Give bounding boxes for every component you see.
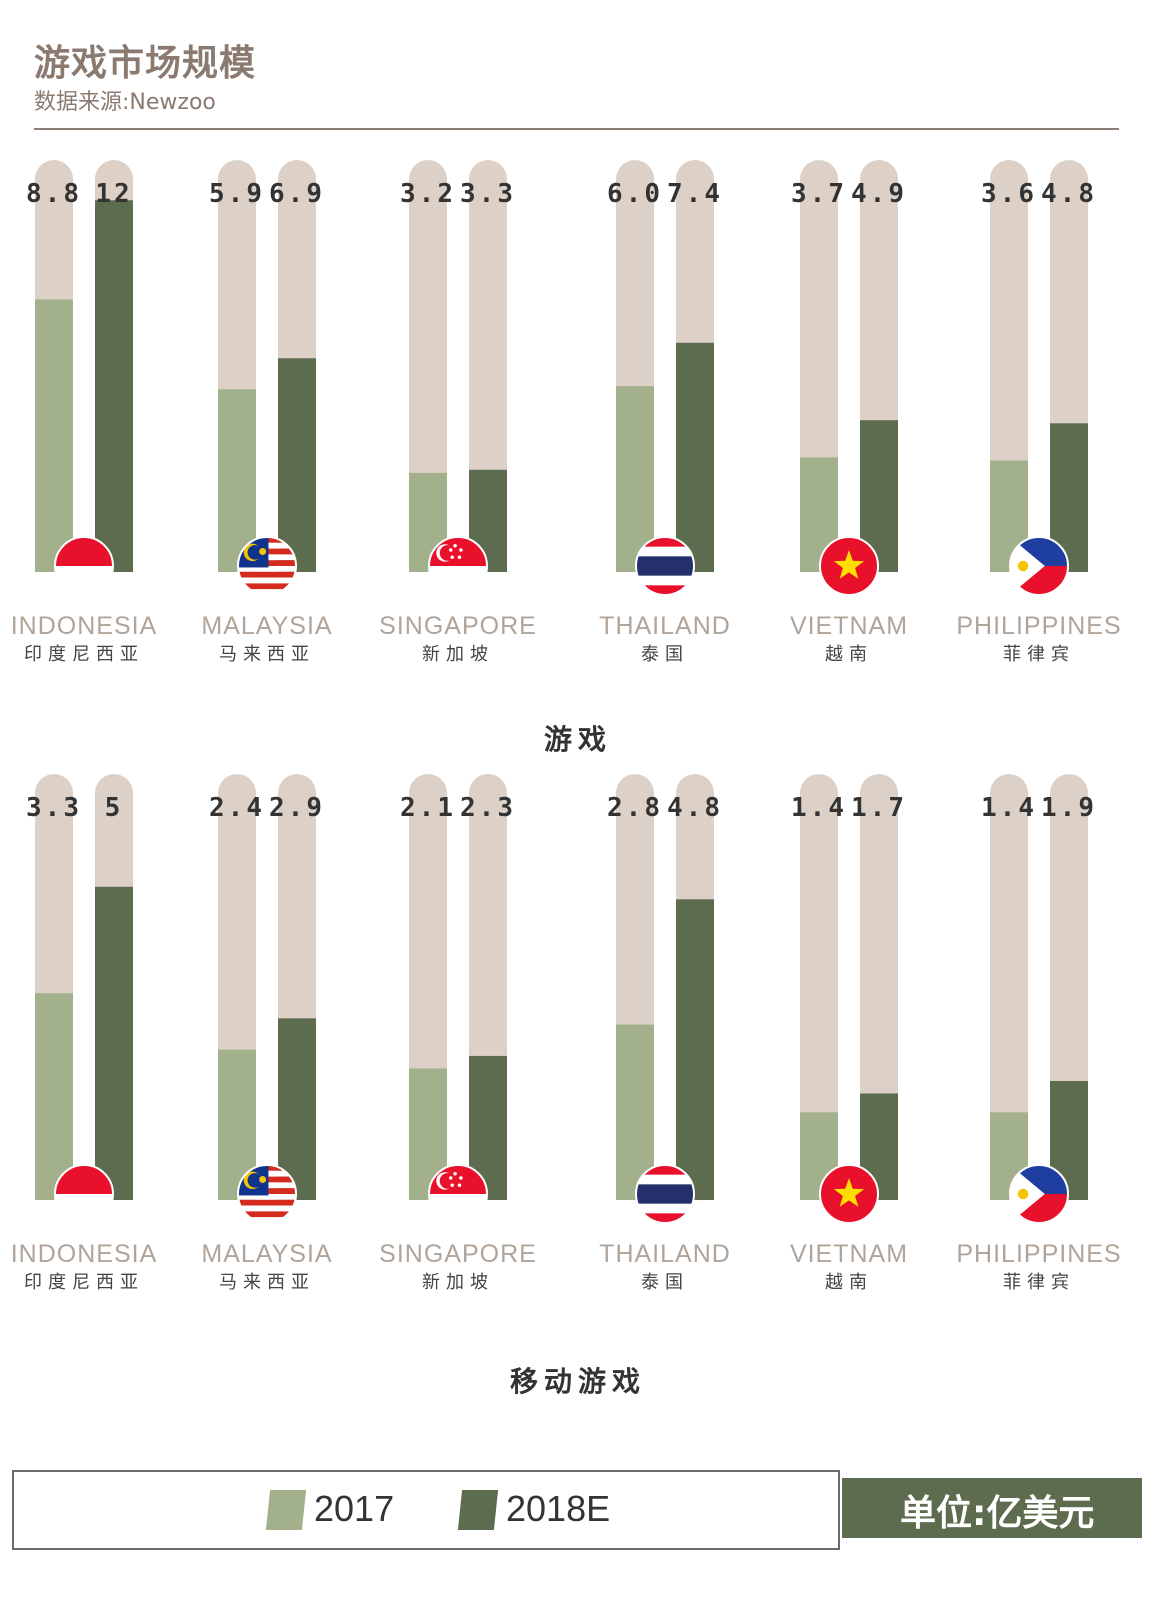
data-label: 3.2 [400,179,456,209]
data-label: 3.6 [981,179,1037,209]
country-label-cn: 马来西亚 [219,644,315,665]
country-label-en: PHILIPPINES [956,612,1121,640]
data-label: 7.4 [667,179,723,209]
data-source: 数据来源:Newzoo [34,90,216,115]
bar-2018e-indonesia [95,886,133,1200]
bar-2017-indonesia [35,299,73,572]
thailand-flag-icon [635,536,695,596]
bar-2018e-indonesia [95,200,133,572]
data-label: 5 [105,793,124,823]
country-label-cn: 越南 [825,1272,873,1293]
country-label-en: INDONESIA [11,612,158,640]
country-label-en: THAILAND [599,1240,731,1268]
unit-badge [842,1478,1142,1538]
singapore-flag-icon [428,536,488,596]
data-label: 2.3 [460,793,516,823]
country-label-cn: 泰国 [641,1272,689,1293]
legend-label-2017: 2017 [314,1488,395,1529]
country-label-cn: 越南 [825,644,873,665]
bar-2018e-thailand [676,899,714,1200]
malaysia-flag-icon [237,1164,297,1224]
data-label: 5.9 [209,179,265,209]
country-label-cn: 泰国 [641,644,689,665]
legend: 2017 2018E [12,1470,840,1550]
data-label: 6.9 [269,179,325,209]
data-label: 3.7 [791,179,847,209]
bar-2018e-thailand [676,342,714,572]
country-label-en: THAILAND [599,612,731,640]
country-label-en: MALAYSIA [201,612,332,640]
country-label-en: INDONESIA [11,1240,158,1268]
data-label: 4.8 [1041,179,1097,209]
country-label-en: VIETNAM [790,1240,908,1268]
indonesia-flag-icon [54,536,114,596]
data-label: 3.3 [26,793,82,823]
indonesia-flag-icon [54,1164,114,1224]
data-label: 1.4 [791,793,847,823]
data-label: 2.8 [607,793,663,823]
header-divider [34,128,1119,130]
country-label-cn: 新加坡 [422,1272,494,1293]
legend-swatch-2017 [265,1490,307,1530]
country-label-cn: 马来西亚 [219,1272,315,1293]
country-label-cn: 印度尼西亚 [24,1272,144,1293]
data-label: 1.7 [851,793,907,823]
data-label: 1.4 [981,793,1037,823]
data-label: 2.4 [209,793,265,823]
country-label-en: MALAYSIA [201,1240,332,1268]
malaysia-flag-icon [237,536,297,596]
country-label-en: SINGAPORE [379,1240,537,1268]
country-label-en: VIETNAM [790,612,908,640]
bar-2018e-malaysia [278,358,316,572]
unit-label: 单位:亿美元 [900,1493,1095,1534]
singapore-flag-icon [428,1164,488,1224]
philippines-flag-icon [1009,1164,1069,1224]
legend-swatch-2018e [457,1490,499,1530]
data-label: 4.8 [667,793,723,823]
bar-2017-indonesia [35,993,73,1200]
data-label: 8.8 [26,179,82,209]
country-label-cn: 新加坡 [422,644,494,665]
data-label: 3.3 [460,179,516,209]
country-label-en: PHILIPPINES [956,1240,1121,1268]
data-label: 1.9 [1041,793,1097,823]
thailand-flag-icon [635,1164,695,1224]
data-label: 6.0 [607,179,663,209]
vietnam-flag-icon [819,1164,879,1224]
philippines-flag-icon [1009,536,1069,596]
country-label-cn: 印度尼西亚 [24,644,144,665]
country-label-en: SINGAPORE [379,612,537,640]
page-title: 游戏市场规模 [34,43,257,84]
country-label-cn: 菲律宾 [1003,644,1075,665]
country-label-cn: 菲律宾 [1003,1272,1075,1293]
data-label: 12 [95,179,132,209]
legend-label-2018e: 2018E [506,1488,611,1529]
bar-charts: 8.8 12 INDONESIA 印度尼西亚 5.9 6.9 MALAYSIA 马来西亚 3.2… [11,160,1121,1293]
chart-title-games: 游戏 [543,723,612,756]
data-label: 2.1 [400,793,456,823]
bar-2017-thailand [616,386,654,572]
chart-title-mobile-games: 移动游戏 [509,1365,646,1398]
data-label: 2.9 [269,793,325,823]
vietnam-flag-icon [819,536,879,596]
data-label: 4.9 [851,179,907,209]
